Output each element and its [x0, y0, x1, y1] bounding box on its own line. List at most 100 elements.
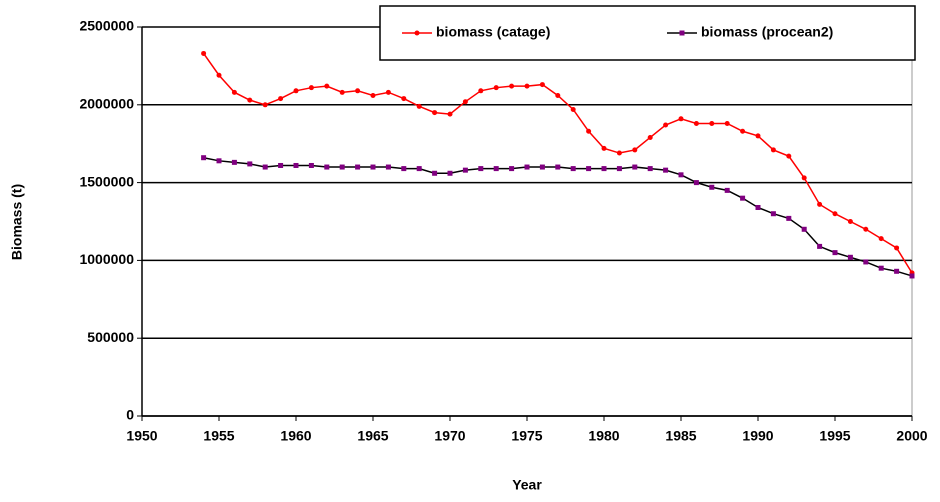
point: [401, 96, 407, 102]
point: [355, 88, 361, 94]
point: [770, 211, 776, 217]
legend-label: biomass (catage): [436, 24, 550, 40]
point: [493, 85, 499, 91]
point: [385, 164, 391, 170]
point: [570, 166, 576, 172]
point: [847, 219, 853, 224]
point: [616, 150, 622, 156]
point: [539, 82, 545, 88]
legend-box: [379, 5, 916, 61]
point: [231, 89, 237, 95]
point: [539, 164, 545, 170]
point: [447, 170, 453, 176]
point: [586, 128, 592, 134]
point: [632, 164, 638, 170]
x-axis-label: Year: [512, 477, 542, 493]
point: [647, 134, 653, 140]
point: [478, 166, 484, 172]
point: [863, 259, 869, 265]
legend-label: biomass (procean2): [701, 24, 833, 40]
point: [678, 116, 684, 122]
x-tick-label: 1970: [434, 428, 465, 444]
x-tick-label: 1985: [665, 428, 696, 444]
y-axis-label: Biomass (t): [9, 184, 25, 260]
point: [863, 226, 869, 232]
point: [632, 147, 638, 153]
point: [293, 88, 299, 94]
point: [293, 162, 299, 168]
point: [817, 243, 823, 249]
point: [401, 166, 407, 172]
point: [817, 201, 823, 207]
x-tick-label: 1980: [588, 428, 619, 444]
point: [416, 103, 422, 109]
point: [663, 167, 669, 173]
point: [262, 102, 268, 108]
point: [832, 250, 838, 256]
point: [616, 166, 622, 172]
point: [339, 164, 345, 170]
x-tick-label: 1990: [742, 428, 773, 444]
point: [524, 164, 530, 170]
point: [570, 106, 576, 112]
legend-marker: [679, 30, 685, 36]
point: [894, 268, 900, 274]
point: [693, 180, 699, 186]
y-tick-label: 500000: [87, 329, 134, 345]
point: [216, 72, 222, 78]
point: [509, 166, 515, 172]
point: [724, 187, 730, 193]
point: [693, 120, 699, 126]
point: [601, 145, 607, 151]
point: [801, 226, 807, 232]
point: [724, 120, 730, 126]
point: [786, 153, 792, 159]
point: [894, 245, 900, 251]
y-tick-label: 2000000: [79, 96, 134, 112]
x-tick-label: 1960: [280, 428, 311, 444]
legend-marker: [414, 30, 420, 36]
point: [709, 120, 715, 126]
point: [385, 89, 391, 95]
point: [663, 122, 669, 128]
point: [586, 166, 592, 172]
point: [462, 99, 468, 105]
point: [308, 85, 314, 91]
x-tick-label: 1950: [126, 428, 157, 444]
point: [324, 83, 330, 89]
point: [740, 195, 746, 201]
point: [201, 155, 207, 161]
x-tick-label: 2000: [896, 428, 927, 444]
point: [432, 170, 438, 176]
point: [324, 164, 330, 170]
point: [847, 254, 853, 260]
point: [740, 128, 746, 134]
point: [755, 133, 761, 139]
point: [355, 164, 361, 170]
point: [478, 88, 484, 94]
x-tick-label: 1955: [203, 428, 234, 444]
point: [678, 172, 684, 178]
point: [370, 164, 376, 170]
x-tick-label: 1965: [357, 428, 388, 444]
point: [339, 89, 345, 95]
point: [786, 215, 792, 221]
y-tick-label: 2500000: [79, 18, 134, 34]
point: [278, 162, 284, 168]
point: [201, 50, 207, 56]
point: [709, 184, 715, 190]
y-tick-label: 0: [126, 407, 134, 423]
point: [909, 273, 915, 279]
x-tick-label: 1975: [511, 428, 542, 444]
point: [801, 175, 807, 181]
point: [509, 83, 515, 89]
point: [601, 166, 607, 172]
point: [216, 158, 222, 164]
point: [416, 166, 422, 172]
point: [493, 166, 499, 172]
y-tick-label: 1000000: [79, 251, 134, 267]
point: [524, 83, 530, 89]
point: [770, 147, 776, 153]
point: [832, 211, 838, 217]
